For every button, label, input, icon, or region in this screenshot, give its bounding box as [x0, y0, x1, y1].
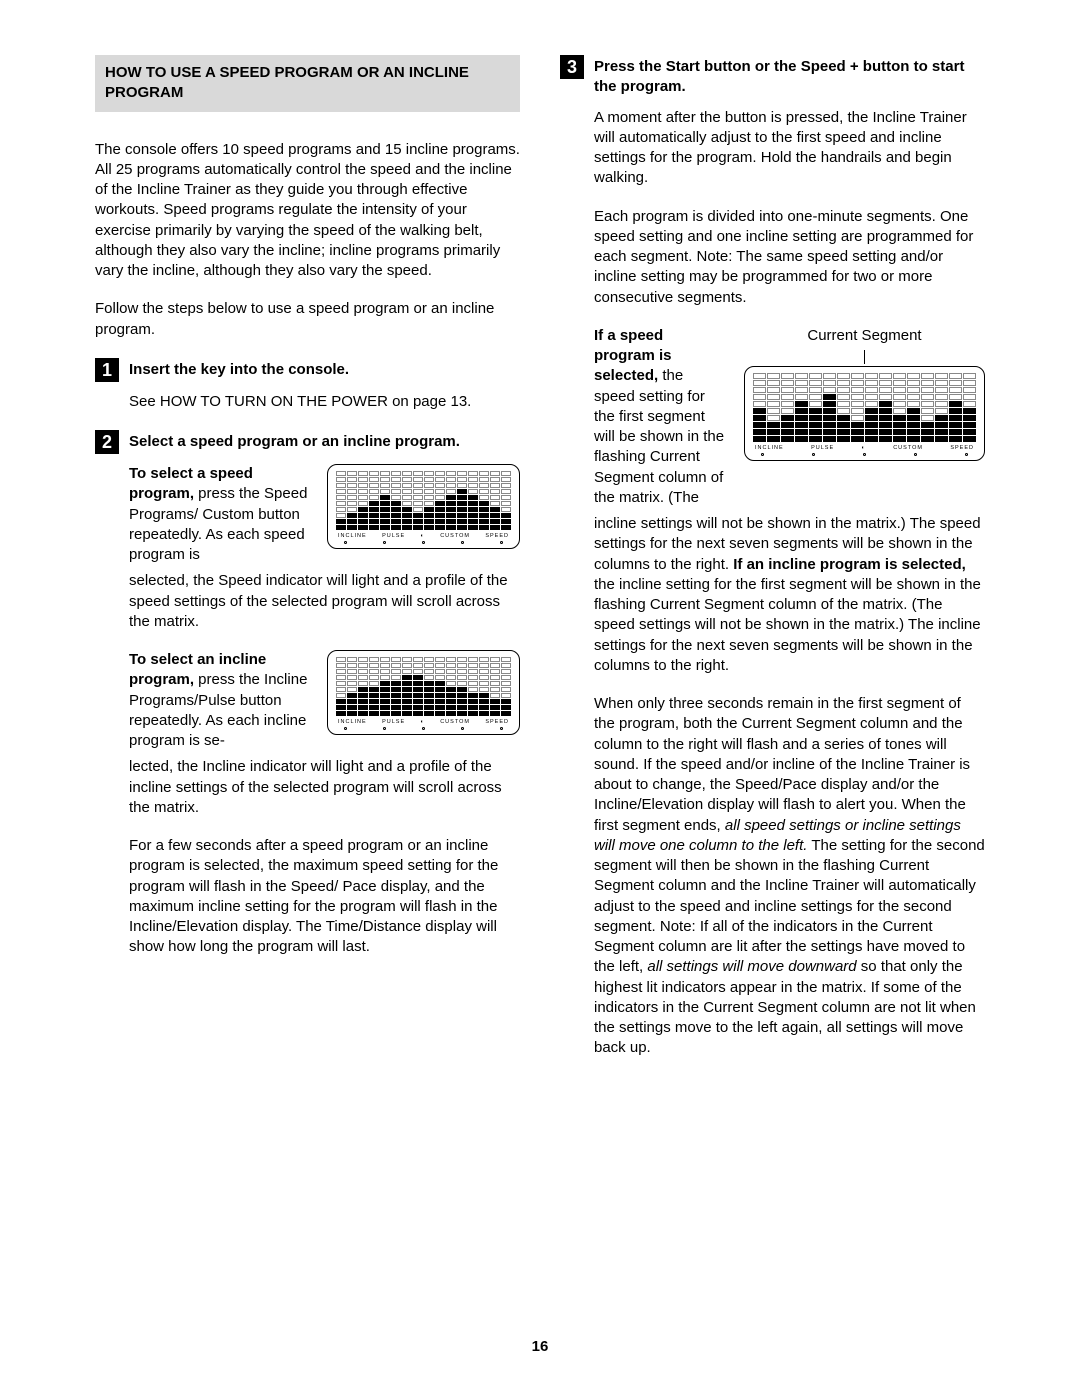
matrix-dots	[336, 727, 511, 730]
intro-paragraph-1: The console offers 10 speed programs and…	[95, 140, 520, 282]
step-3-p1: A moment after the button is pressed, th…	[594, 108, 985, 189]
step-1-body: See HOW TO TURN ON THE POWER on page 13.	[129, 392, 520, 412]
matrix-label: PULSE	[382, 533, 405, 540]
section-header: HOW TO USE A SPEED PROGRAM OR AN INCLINE…	[95, 55, 520, 112]
matrix-label: SPEED	[950, 445, 974, 452]
p4-part2: The setting for the second segment will …	[594, 837, 985, 976]
step-1-text: See HOW TO TURN ON THE POWER on page 13.	[129, 392, 520, 412]
matrix-label: INCLINE	[338, 533, 367, 540]
matrix-label-icon: ◐	[421, 719, 425, 726]
dot-icon	[914, 453, 917, 456]
p4-part1: When only three seconds remain in the fi…	[594, 695, 970, 834]
two-column-layout: HOW TO USE A SPEED PROGRAM OR AN INCLINE…	[95, 55, 985, 1077]
dot-icon	[383, 541, 386, 544]
matrix-labels: INCLINE PULSE ◐ CUSTOM SPEED	[753, 445, 976, 452]
left-column: HOW TO USE A SPEED PROGRAM OR AN INCLINE…	[95, 55, 520, 1077]
segment-lead-rest: the speed setting for the first segment …	[594, 367, 724, 506]
dot-icon	[965, 453, 968, 456]
matrix-label: SPEED	[485, 719, 509, 726]
matrix-label: PULSE	[811, 445, 834, 452]
matrix-grid-speed	[336, 471, 511, 530]
step-number-badge: 3	[560, 55, 584, 79]
intro-paragraph-2: Follow the steps below to use a speed pr…	[95, 299, 520, 340]
current-segment-caption: Current Segment	[744, 326, 985, 346]
dot-icon	[344, 541, 347, 544]
dot-icon	[422, 541, 425, 544]
incline-select-block: To select an incline program, press the …	[129, 650, 520, 751]
dot-icon	[812, 453, 815, 456]
speed-select-after: selected, the Speed indicator will light…	[129, 571, 520, 632]
matrix-label: CUSTOM	[440, 719, 470, 726]
matrix-grid-incline	[336, 657, 511, 716]
dot-icon	[863, 453, 866, 456]
step-3-body: A moment after the button is pressed, th…	[594, 108, 985, 1059]
matrix-label: SPEED	[485, 533, 509, 540]
matrix-label: INCLINE	[755, 445, 784, 452]
matrix-grid-segment	[753, 373, 976, 442]
matrix-label-icon: ◐	[862, 445, 866, 452]
matrix-label-icon: ◐	[421, 533, 425, 540]
incline-select-after: lected, the Incline indicator will light…	[129, 757, 520, 818]
matrix-figure-incline: INCLINE PULSE ◐ CUSTOM SPEED	[327, 650, 520, 737]
step-number-badge: 2	[95, 430, 119, 454]
step-1-header: 1 Insert the key into the console.	[95, 358, 520, 382]
dot-icon	[422, 727, 425, 730]
step-3-title: Press the Start button or the Speed + bu…	[594, 55, 985, 98]
dot-icon	[761, 453, 764, 456]
page-number: 16	[0, 1337, 1080, 1357]
caption-pointer-line	[864, 350, 865, 364]
step-2-header: 2 Select a speed program or an incline p…	[95, 430, 520, 454]
matrix-labels: INCLINE PULSE ◐ CUSTOM SPEED	[336, 533, 511, 540]
step-3-p2: Each program is divided into one-minute …	[594, 207, 985, 308]
matrix-box: INCLINE PULSE ◐ CUSTOM SPEED	[327, 650, 520, 735]
speed-select-text: To select a speed program, press the Spe…	[129, 464, 309, 565]
matrix-dots	[336, 541, 511, 544]
speed-select-block: To select a speed program, press the Spe…	[129, 464, 520, 565]
p3-bold: If an incline program is selected,	[733, 556, 966, 573]
dot-icon	[461, 727, 464, 730]
matrix-figure-segment: Current Segment INCLINE PULSE ◐ CUSTOM S…	[744, 326, 985, 463]
matrix-label: CUSTOM	[440, 533, 470, 540]
dot-icon	[500, 541, 503, 544]
matrix-label: CUSTOM	[893, 445, 923, 452]
segment-text: If a speed program is selected, the spee…	[594, 326, 726, 508]
matrix-dots	[753, 453, 976, 456]
incline-select-text: To select an incline program, press the …	[129, 650, 309, 751]
step-2-title: Select a speed program or an incline pro…	[129, 430, 460, 452]
dot-icon	[344, 727, 347, 730]
matrix-labels: INCLINE PULSE ◐ CUSTOM SPEED	[336, 719, 511, 726]
step-3-header: 3 Press the Start button or the Speed + …	[560, 55, 985, 98]
matrix-box: INCLINE PULSE ◐ CUSTOM SPEED	[327, 464, 520, 549]
p3-part2: the incline setting for the first segmen…	[594, 576, 981, 674]
step-3-p4: When only three seconds remain in the fi…	[594, 694, 985, 1059]
matrix-figure-speed: INCLINE PULSE ◐ CUSTOM SPEED	[327, 464, 520, 551]
right-column: 3 Press the Start button or the Speed + …	[560, 55, 985, 1077]
p4-ital2: all settings will move downward	[647, 958, 856, 975]
matrix-box: INCLINE PULSE ◐ CUSTOM SPEED	[744, 366, 985, 461]
step-1-title: Insert the key into the console.	[129, 358, 349, 380]
step-2-body: To select a speed program, press the Spe…	[129, 464, 520, 958]
step-3-p3: incline settings will not be shown in th…	[594, 514, 985, 676]
dot-icon	[500, 727, 503, 730]
matrix-label: INCLINE	[338, 719, 367, 726]
segment-block: If a speed program is selected, the spee…	[594, 326, 985, 508]
matrix-label: PULSE	[382, 719, 405, 726]
step-number-badge: 1	[95, 358, 119, 382]
dot-icon	[383, 727, 386, 730]
dot-icon	[461, 541, 464, 544]
step-2-afterpara: For a few seconds after a speed program …	[129, 836, 520, 958]
